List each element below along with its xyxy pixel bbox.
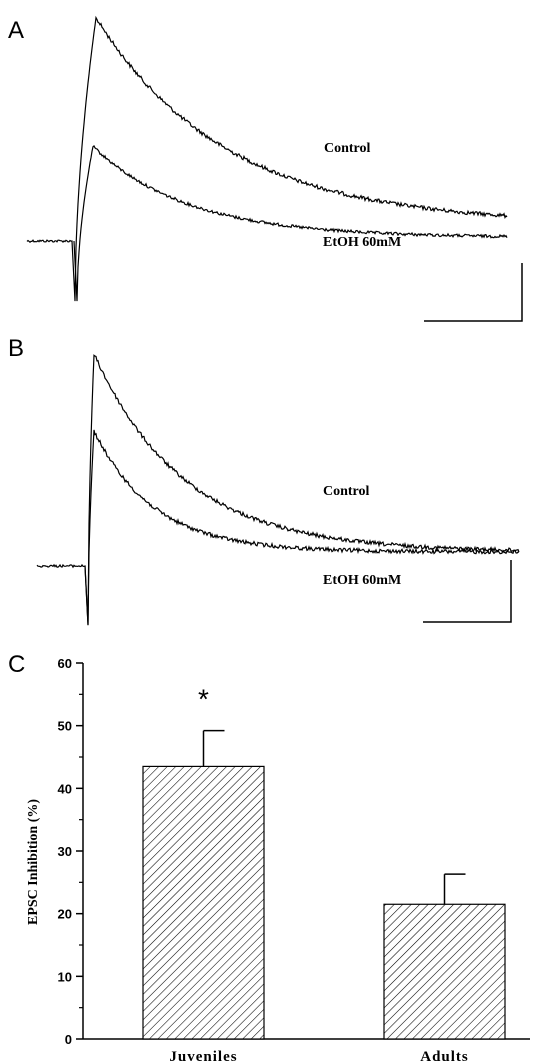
panel-a-control-label: Control: [324, 141, 371, 156]
y-axis-title: EPSC Inhibition (%): [26, 799, 41, 925]
panel-a-ethanol-trace: [73, 144, 508, 302]
category-label-juveniles: Juveniles: [169, 1049, 237, 1063]
y-tick-label: 0: [65, 1032, 72, 1047]
y-tick-label: 30: [58, 844, 72, 859]
panel-a-letter: A: [8, 17, 24, 44]
y-ticks: 0 10 20 30 40 50 60: [58, 656, 83, 1047]
y-tick-label: 50: [58, 719, 72, 734]
y-tick-label: 20: [58, 907, 72, 922]
panel-b-scale-bar: [423, 560, 512, 623]
panel-b-ethanol-label: EtOH 60mM: [323, 573, 401, 588]
panel-a: A Control EtOH 60mM: [8, 15, 523, 322]
y-tick-label: 10: [58, 969, 72, 984]
panel-b-control-label: Control: [323, 484, 370, 499]
y-tick-label: 60: [58, 656, 72, 671]
bars: [142, 729, 506, 1040]
bar-juveniles: [142, 765, 265, 1040]
category-labels: Juveniles Adults: [169, 1049, 469, 1063]
significance-star: *: [198, 684, 209, 715]
panel-b-ethanol-trace: [84, 429, 520, 625]
panel-b: B Control EtOH 60mM: [8, 335, 520, 626]
panel-b-control-trace: [36, 354, 520, 626]
panel-a-control-trace: [26, 15, 508, 302]
y-tick-label: 40: [58, 781, 72, 796]
bar-adults: [383, 903, 506, 1040]
panel-a-scale-bar: [424, 263, 523, 322]
panel-c-letter: C: [8, 651, 25, 678]
panel-b-letter: B: [8, 335, 24, 362]
panel-c: C EPSC Inhibition (%) 0 10 20 30 40 50 60 * Ju…: [8, 651, 530, 1063]
panel-a-ethanol-label: EtOH 60mM: [323, 235, 401, 250]
category-label-adults: Adults: [420, 1049, 469, 1063]
